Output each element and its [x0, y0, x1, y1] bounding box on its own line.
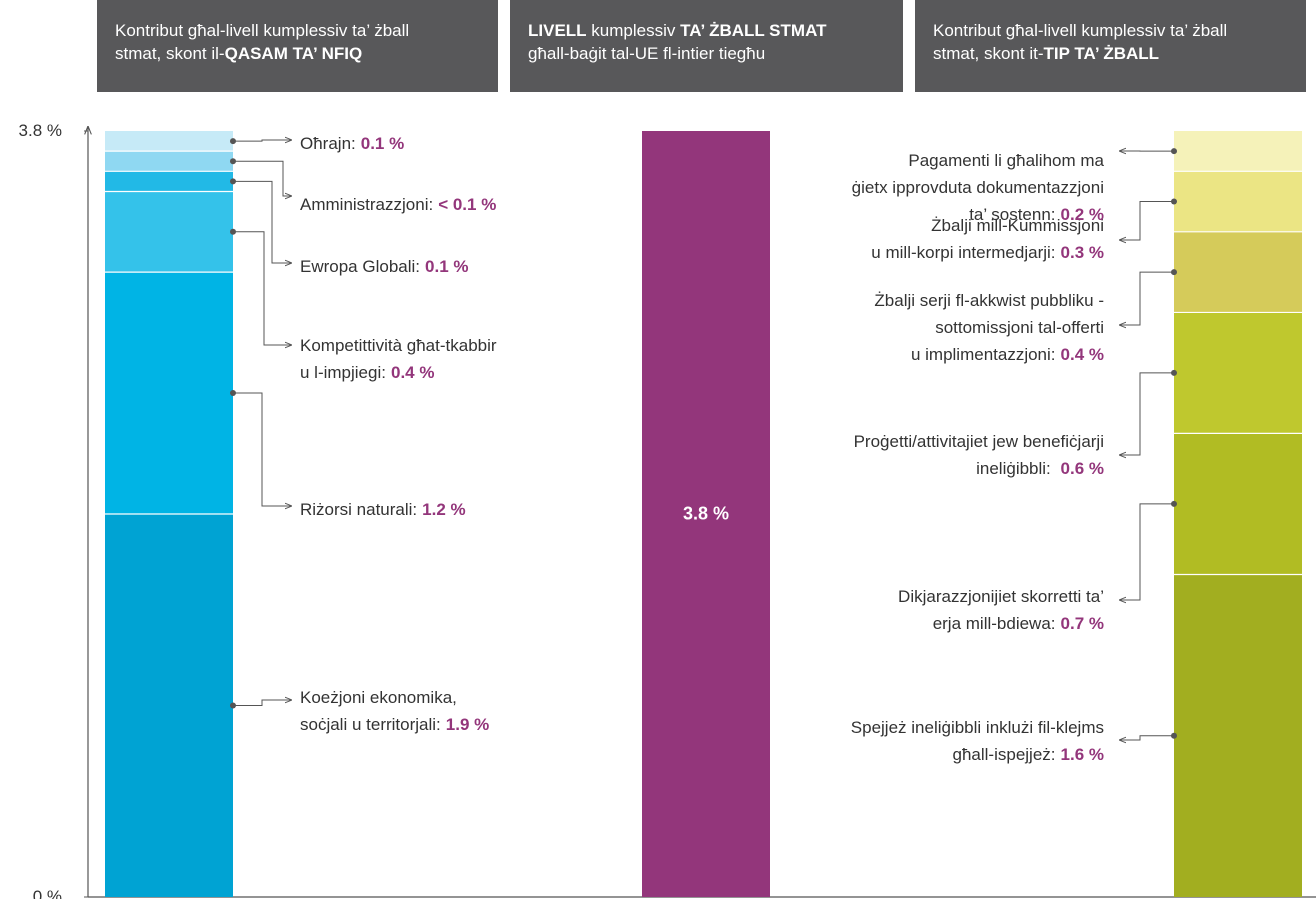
category-name: Żbalji serji fl-akkwist pubbliku - sotto… [874, 291, 1104, 364]
category-label: Ewropa Globali: 0.1 % [300, 253, 469, 280]
header-text: Kontribut għal-livell kumplessiv ta’ żba… [115, 21, 410, 63]
bar-segment [1174, 171, 1302, 232]
value-label: 1.2 % [422, 500, 466, 519]
category-label: Koeżjoni ekonomika, soċjali u territorja… [300, 684, 489, 738]
value-label: 0.2 % [1060, 205, 1104, 224]
category-label: Spejjeż ineliġibbli inklużi fil-klejms g… [851, 714, 1104, 768]
category-name: Riżorsi naturali: [300, 500, 418, 519]
category-name: Kompetittività għat-tkabbir u l-impjiegi… [300, 336, 497, 382]
bar-segment [105, 514, 233, 897]
connector-dot [230, 228, 236, 235]
y-tick-label: 0 % [32, 887, 62, 899]
header-text: TIP TA’ ŻBALL [1043, 44, 1160, 63]
value-label: 0.7 % [1060, 614, 1104, 633]
header-text: għall-baġit tal-UE fl-intier tiegħu [528, 44, 766, 63]
category-label: Kompetittività għat-tkabbir u l-impjiegi… [300, 332, 497, 386]
bar-segment [105, 272, 233, 514]
category-name: Żbalji mill-Kummissjoni u mill-korpi int… [871, 216, 1104, 262]
connector-dot [1171, 500, 1177, 507]
category-label: Amministrazzjoni: < 0.1 % [300, 191, 496, 218]
value-label: 0.4 % [1060, 345, 1104, 364]
value-label: 0.1 % [425, 257, 469, 276]
category-label: Żbalji serji fl-akkwist pubbliku - sotto… [874, 287, 1104, 368]
bar-segment [1174, 433, 1302, 575]
category-label: Żbalji mill-Kummissjoni u mill-korpi int… [871, 212, 1104, 266]
bar-segment [1174, 131, 1302, 172]
header-text: TA’ ŻBALL STMAT [680, 21, 827, 40]
header-text: Kontribut għal-livell kumplessiv ta’ żba… [933, 21, 1228, 63]
connector-dot [230, 158, 236, 165]
connector [233, 140, 292, 141]
value-label: 0.1 % [360, 134, 405, 153]
header-box: LIVELL kumplessiv TA’ ŻBALL STMAT għall-… [510, 0, 903, 92]
connector [233, 231, 292, 345]
bar-segment [105, 171, 233, 192]
category-name: Spejjeż ineliġibbli inklużi fil-klejms g… [850, 718, 1104, 764]
category-name: Dikjarazzjonijiet skorretti ta’ erja mil… [898, 587, 1104, 633]
connector-dot [230, 178, 236, 185]
category-name: Oħrajn: [300, 134, 356, 153]
bar-segment [105, 151, 233, 172]
category-name: Pagamenti li għalihom ma ġietx ipprovdut… [851, 151, 1104, 224]
category-label: Oħrajn: 0.1 % [300, 130, 404, 157]
category-name: Proġetti/attivitajiet jew benefiċjarji i… [853, 432, 1104, 478]
bar-segment [105, 131, 233, 152]
category-label: Proġetti/attivitajiet jew benefiċjarji i… [854, 428, 1104, 482]
bar-segment [1174, 312, 1302, 434]
connector-dot [230, 390, 236, 397]
category-name: Koeżjoni ekonomika, soċjali u territorja… [300, 688, 457, 734]
value-label: 0.3 % [1060, 243, 1104, 262]
connector [1119, 271, 1174, 325]
category-label: Dikjarazzjonijiet skorretti ta’ erja mil… [898, 583, 1104, 637]
connector [233, 392, 292, 506]
connector [1119, 372, 1174, 455]
header-box: Kontribut għal-livell kumplessiv ta’ żba… [97, 0, 498, 92]
connector [233, 160, 292, 196]
connector-dot [230, 138, 236, 145]
category-label: Riżorsi naturali: 1.2 % [300, 496, 466, 523]
connector-dot [1171, 369, 1177, 376]
category-name: Ewropa Globali: [300, 257, 421, 276]
header-text: QASAM TA’ NFIQ [224, 44, 363, 63]
connector [1119, 201, 1174, 240]
connector [1119, 503, 1174, 600]
connector-dot [1171, 269, 1177, 276]
value-label: 1.6 % [1060, 745, 1104, 764]
connector-dot [1171, 148, 1177, 155]
connector [233, 700, 292, 706]
bar-segment [105, 191, 233, 273]
bar-segment [1174, 231, 1302, 313]
value-label: 1.9 % [445, 715, 490, 734]
category-name: Amministrazzjoni: [300, 195, 434, 214]
header-box: Kontribut għal-livell kumplessiv ta’ żba… [915, 0, 1306, 92]
bar-segment [642, 131, 770, 897]
header-text: LIVELL [528, 21, 587, 40]
connector-dot [1171, 732, 1177, 739]
connector [1119, 735, 1174, 740]
connector-dot [1171, 198, 1177, 205]
value-label: 0.6 % [1060, 459, 1104, 478]
category-label: Pagamenti li għalihom ma ġietx ipprovdut… [852, 147, 1104, 228]
value-label: < 0.1 % [438, 195, 497, 214]
bar-segment [1174, 574, 1302, 897]
connector [233, 180, 292, 263]
header-text: kumplessiv [586, 21, 681, 40]
connector-dot [230, 702, 236, 709]
value-label: 3.8 % [682, 503, 730, 524]
y-tick-label: 3.8 % [18, 121, 62, 140]
value-label: 0.4 % [390, 363, 435, 382]
